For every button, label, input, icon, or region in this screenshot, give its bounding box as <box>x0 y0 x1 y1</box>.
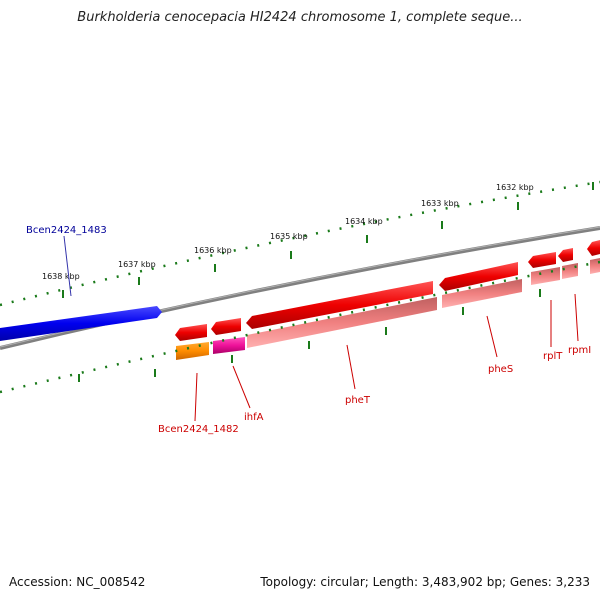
inner-ruler-track <box>0 260 600 394</box>
gene-bcen2424-1482-arrow[interactable] <box>175 324 207 341</box>
cds-rplt[interactable] <box>531 267 560 285</box>
ruler-label: 1634 kbp <box>345 217 383 226</box>
gene-rplt-arrow[interactable] <box>528 252 556 268</box>
ruler-label: 1636 kbp <box>194 246 232 255</box>
map-title: Burkholderia cenocepacia HI2424 chromoso… <box>77 10 523 25</box>
gene-labels: Bcen2424_1483 Bcen2424_1482 ihfA pheT ph… <box>26 225 591 435</box>
cds-bcen2424-1482[interactable] <box>176 342 209 360</box>
ruler-label: 1637 kbp <box>118 260 156 269</box>
cds-rpmi[interactable] <box>562 263 578 279</box>
ruler-label: 1638 kbp <box>42 272 80 281</box>
cds-phet[interactable] <box>247 297 437 348</box>
ruler-label: 1633 kbp <box>421 199 459 208</box>
leader-line <box>346 344 356 390</box>
gene-label-phes[interactable]: pheS <box>488 364 513 375</box>
ruler-label: 1632 kbp <box>496 183 534 192</box>
inner-ruler-major-ticks <box>78 289 541 382</box>
leader-line <box>232 365 251 409</box>
genome-summary-text: Topology: circular; Length: 3,483,902 bp… <box>260 575 590 589</box>
gene-label-rplt[interactable]: rplT <box>543 351 563 362</box>
ruler-label: 1635 kbp <box>270 232 308 241</box>
gene-label-bcen2424-1483[interactable]: Bcen2424_1483 <box>26 225 107 236</box>
gene-label-bcen2424-1482[interactable]: Bcen2424_1482 <box>158 424 239 435</box>
reverse-cds <box>176 258 600 360</box>
gene-rpmi-arrow[interactable] <box>558 248 573 262</box>
gene-ihfa-arrow[interactable] <box>211 318 241 335</box>
cds-ihfa[interactable] <box>213 337 245 354</box>
leader-line <box>194 372 198 422</box>
gene-phet-arrow[interactable] <box>246 281 433 329</box>
reverse-genes <box>175 240 600 341</box>
accession-text: Accession: NC_008542 <box>9 575 146 589</box>
outer-ruler-major-ticks <box>62 182 594 298</box>
gene-label-ihfa[interactable]: ihfA <box>244 412 264 423</box>
gene-bcen2424-1483-arrow[interactable] <box>0 306 162 341</box>
gene-phes-arrow[interactable] <box>439 262 518 291</box>
gene-next-arrow[interactable] <box>587 240 600 256</box>
leader-line <box>574 293 579 342</box>
leader-line <box>486 315 498 358</box>
gene-label-rpmi[interactable]: rpmI <box>568 345 591 356</box>
leader-line <box>63 235 72 297</box>
gene-label-phet[interactable]: pheT <box>345 395 371 406</box>
ruler-labels: 1638 kbp 1637 kbp 1636 kbp 1635 kbp 1634… <box>42 183 534 281</box>
cds-phes[interactable] <box>442 279 522 308</box>
cds-next[interactable] <box>590 258 600 274</box>
